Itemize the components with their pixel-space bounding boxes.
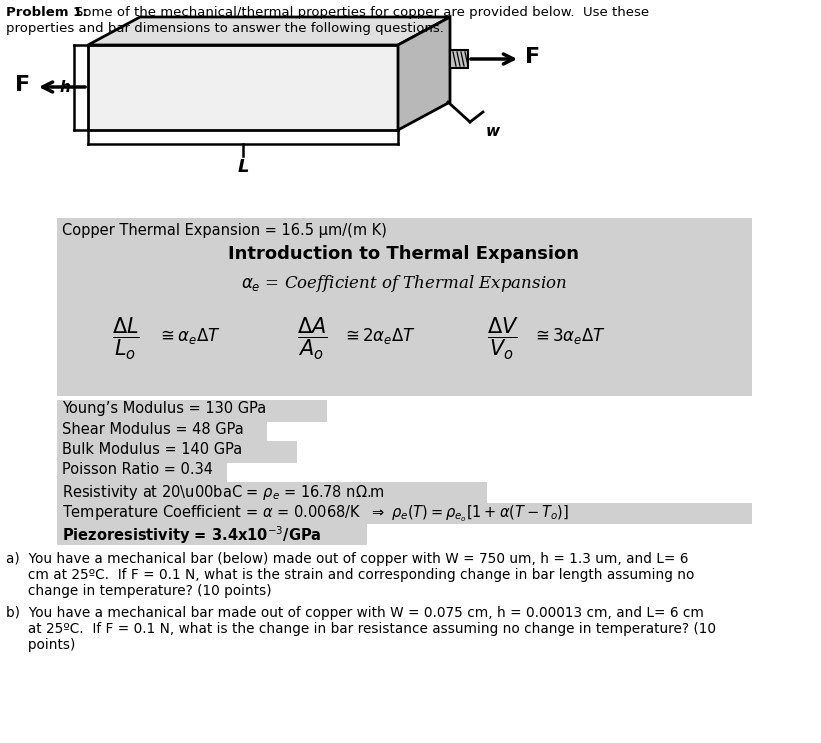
Text: cm at 25ºC.  If F = 0.1 N, what is the strain and corresponding change in bar le: cm at 25ºC. If F = 0.1 N, what is the st… [6,568,695,582]
Polygon shape [398,17,450,130]
Bar [57,218,752,396]
Text: properties and bar dimensions to answer the following questions.: properties and bar dimensions to answer … [6,22,444,35]
Text: $\cong 3\alpha_e \Delta T$: $\cong 3\alpha_e \Delta T$ [532,326,606,346]
Text: h: h [59,80,70,94]
Text: at 25ºC.  If F = 0.1 N, what is the change in bar resistance assuming no change : at 25ºC. If F = 0.1 N, what is the chang… [6,622,716,636]
Text: $\alpha_e$ = Coefficient of Thermal Expansion: $\alpha_e$ = Coefficient of Thermal Expa… [241,273,567,294]
Text: F: F [525,47,540,67]
Text: $\dfrac{\Delta V}{V_o}$: $\dfrac{\Delta V}{V_o}$ [487,316,519,362]
Text: L: L [237,158,249,176]
Text: $\cong 2\alpha_e \Delta T$: $\cong 2\alpha_e \Delta T$ [342,326,416,346]
Text: Introduction to Thermal Expansion: Introduction to Thermal Expansion [228,245,580,263]
Bar [57,461,227,483]
Text: $\dfrac{\Delta L}{L_o}$: $\dfrac{\Delta L}{L_o}$ [112,316,140,362]
Bar [450,50,468,68]
Text: Some of the mechanical/thermal properties for copper are provided below.  Use th: Some of the mechanical/thermal propertie… [75,6,649,19]
Text: points): points) [6,638,76,652]
Text: Poisson Ratio = 0.34: Poisson Ratio = 0.34 [62,462,213,478]
Bar [57,421,267,442]
Text: w: w [486,124,500,139]
Bar [57,502,752,524]
Text: F: F [15,75,30,95]
Text: Shear Modulus = 48 GPa: Shear Modulus = 48 GPa [62,421,244,436]
Text: $\dfrac{\Delta A}{A_o}$: $\dfrac{\Delta A}{A_o}$ [297,316,328,362]
Text: a)  You have a mechanical bar (below) made out of copper with W = 750 um, h = 1.: a) You have a mechanical bar (below) mad… [6,552,688,566]
Text: Copper Thermal Expansion = 16.5 μm/(m K): Copper Thermal Expansion = 16.5 μm/(m K) [62,223,387,238]
Bar [57,482,487,504]
Bar [88,45,398,130]
Text: b)  You have a mechanical bar made out of copper with W = 0.075 cm, h = 0.00013 : b) You have a mechanical bar made out of… [6,606,704,620]
Text: Problem 1:: Problem 1: [6,6,88,19]
Bar [57,441,297,462]
Text: Piezoresistivity = 3.4x10$^{-3}$/GPa: Piezoresistivity = 3.4x10$^{-3}$/GPa [62,524,322,545]
Text: Bulk Modulus = 140 GPa: Bulk Modulus = 140 GPa [62,442,242,457]
Text: Young’s Modulus = 130 GPa: Young’s Modulus = 130 GPa [62,401,266,416]
Polygon shape [88,17,450,45]
Text: change in temperature? (10 points): change in temperature? (10 points) [6,584,272,598]
Bar [57,523,367,545]
Text: Temperature Coefficient = $\alpha$ = 0.0068/K  $\Rightarrow$ $\rho_e(T)= \rho_{e: Temperature Coefficient = $\alpha$ = 0.0… [62,504,569,524]
Bar [57,400,327,421]
Text: Resistivity at 20\u00baC = $\rho_e$ = 16.78 n$\Omega$.m: Resistivity at 20\u00baC = $\rho_e$ = 16… [62,483,385,502]
Text: $\cong \alpha_e \Delta T$: $\cong \alpha_e \Delta T$ [157,326,221,346]
